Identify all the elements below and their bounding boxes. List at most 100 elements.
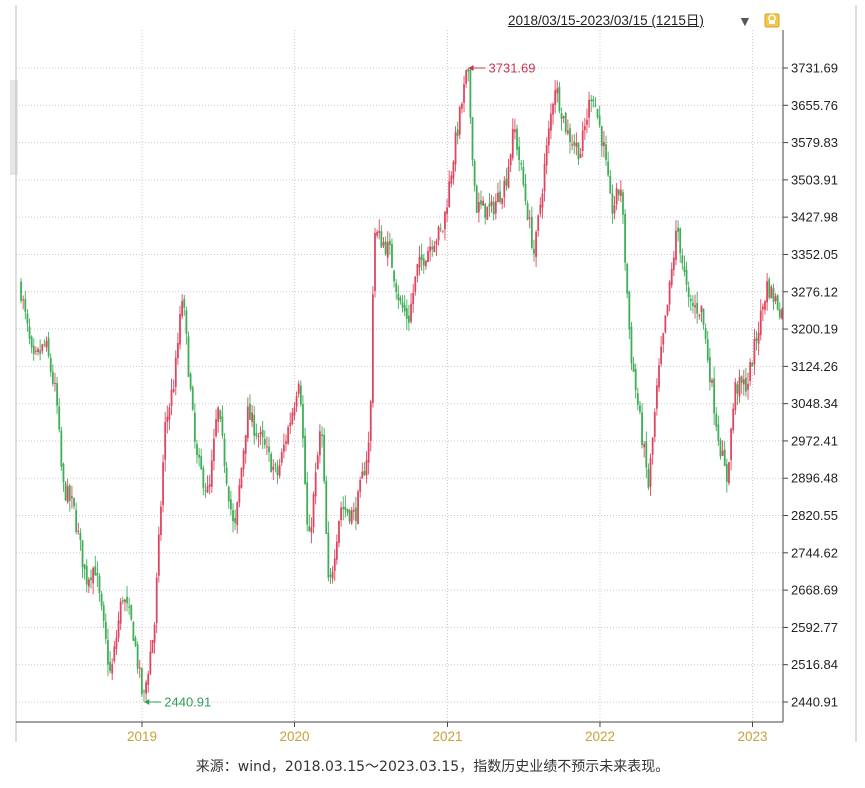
candle-body (490, 201, 493, 206)
candle-body (225, 467, 228, 484)
candle-body (448, 181, 451, 207)
candle-body (463, 84, 465, 103)
triangle-down-icon[interactable]: ▼ (738, 13, 752, 29)
candle-body (590, 99, 593, 102)
candle-body (700, 305, 703, 313)
candle-body (306, 482, 309, 525)
candle-body (469, 69, 472, 118)
candle-body (376, 231, 379, 236)
candle-body (558, 86, 561, 112)
candle-body (382, 242, 385, 246)
candle-body (204, 490, 207, 492)
candle-body (304, 435, 306, 484)
candle-body (134, 637, 137, 646)
candle-body (675, 230, 677, 260)
candle-body (711, 380, 713, 383)
candle-body (342, 506, 345, 510)
candle-body (367, 442, 370, 463)
x-tick-label: 2020 (280, 729, 310, 744)
candle-body (405, 308, 408, 319)
y-tick-label: 2896.48 (791, 471, 838, 486)
candle-body (520, 163, 523, 165)
candle-body (435, 240, 438, 245)
candle-body (274, 464, 277, 466)
candle-body (624, 214, 627, 263)
candle-body (639, 405, 641, 412)
candle-body (503, 180, 506, 198)
candle-body (73, 497, 75, 507)
candle-body (162, 462, 164, 506)
candle-body (494, 201, 497, 214)
candle-body (350, 510, 353, 524)
candle-body (598, 115, 601, 126)
candle-body (670, 269, 673, 286)
candle-body (113, 646, 116, 662)
candle-body (45, 340, 48, 348)
candle-body (166, 416, 169, 423)
candle-body (81, 540, 84, 568)
candle-body (104, 621, 107, 639)
candle-body (497, 192, 499, 203)
candle-body (369, 401, 372, 442)
candle-body (749, 362, 752, 382)
y-tick-label: 3579.83 (791, 135, 838, 150)
candle-body (651, 437, 654, 455)
candle-body (611, 193, 614, 214)
candle-body (605, 144, 607, 160)
candle-body (575, 142, 578, 147)
candle-body (363, 470, 366, 475)
candle-body (333, 558, 336, 571)
y-tick-label: 3655.76 (791, 98, 838, 113)
candle-body (403, 305, 406, 312)
candle-body (202, 468, 205, 489)
candle-body (278, 464, 281, 476)
candle-body (302, 404, 304, 439)
candle-body (361, 471, 364, 479)
y-tick-label: 2972.41 (791, 433, 838, 448)
lock-icon[interactable] (764, 12, 780, 28)
y-tick-label: 3048.34 (791, 396, 838, 411)
candle-body (87, 579, 90, 587)
candle-body (365, 460, 368, 476)
candle-body (261, 429, 264, 438)
candle-body (416, 264, 419, 276)
candle-body (579, 153, 582, 158)
candle-body (100, 593, 103, 606)
candle-body (386, 241, 389, 258)
horizontal-gridlines (16, 67, 788, 703)
source-caption: 来源：wind，2018.03.15～2023.03.15，指数历史业绩不预示未… (195, 759, 670, 775)
candle-body (41, 344, 44, 352)
candle-body (98, 576, 101, 594)
candle-body (465, 69, 468, 84)
candles-group (20, 68, 783, 702)
candle-body (39, 350, 42, 354)
candle-body (511, 128, 514, 158)
candle-body (632, 363, 635, 372)
candle-body (770, 286, 773, 299)
candle-body (427, 251, 429, 263)
candle-body (776, 295, 779, 310)
candle-body (107, 640, 109, 665)
candle-body (157, 534, 160, 576)
candle-body (308, 526, 311, 532)
candle-body (630, 326, 633, 364)
candle-body (282, 444, 285, 452)
candle-body (477, 202, 480, 213)
candle-body (452, 161, 455, 179)
date-range-selector[interactable]: 2018/03/15-2023/03/15 (1215日) (508, 13, 704, 28)
y-tick-label: 3352.05 (791, 247, 838, 262)
candle-body (215, 419, 217, 437)
candle-body (600, 126, 603, 147)
y-tick-label: 3503.91 (791, 172, 838, 187)
candle-body (636, 393, 639, 405)
candle-body (681, 255, 684, 264)
candle-body (208, 484, 211, 487)
candle-body (210, 460, 213, 487)
candle-body (151, 639, 154, 654)
candle-body (475, 185, 478, 213)
candle-body (198, 454, 200, 458)
y-tick-label: 3427.98 (791, 210, 838, 225)
candle-body (736, 384, 739, 394)
candle-body (164, 421, 167, 460)
candle-body (518, 146, 521, 161)
